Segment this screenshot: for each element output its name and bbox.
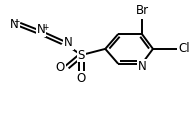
Text: O: O [56,61,65,74]
Text: N: N [64,36,73,49]
Text: N: N [10,18,19,31]
Text: Br: Br [135,4,149,17]
Text: Cl: Cl [179,42,190,55]
Text: O: O [77,72,86,85]
Text: −: − [13,17,19,26]
Text: N: N [37,23,46,36]
Text: S: S [78,49,85,62]
Text: +: + [42,23,48,32]
Text: N: N [138,60,146,73]
